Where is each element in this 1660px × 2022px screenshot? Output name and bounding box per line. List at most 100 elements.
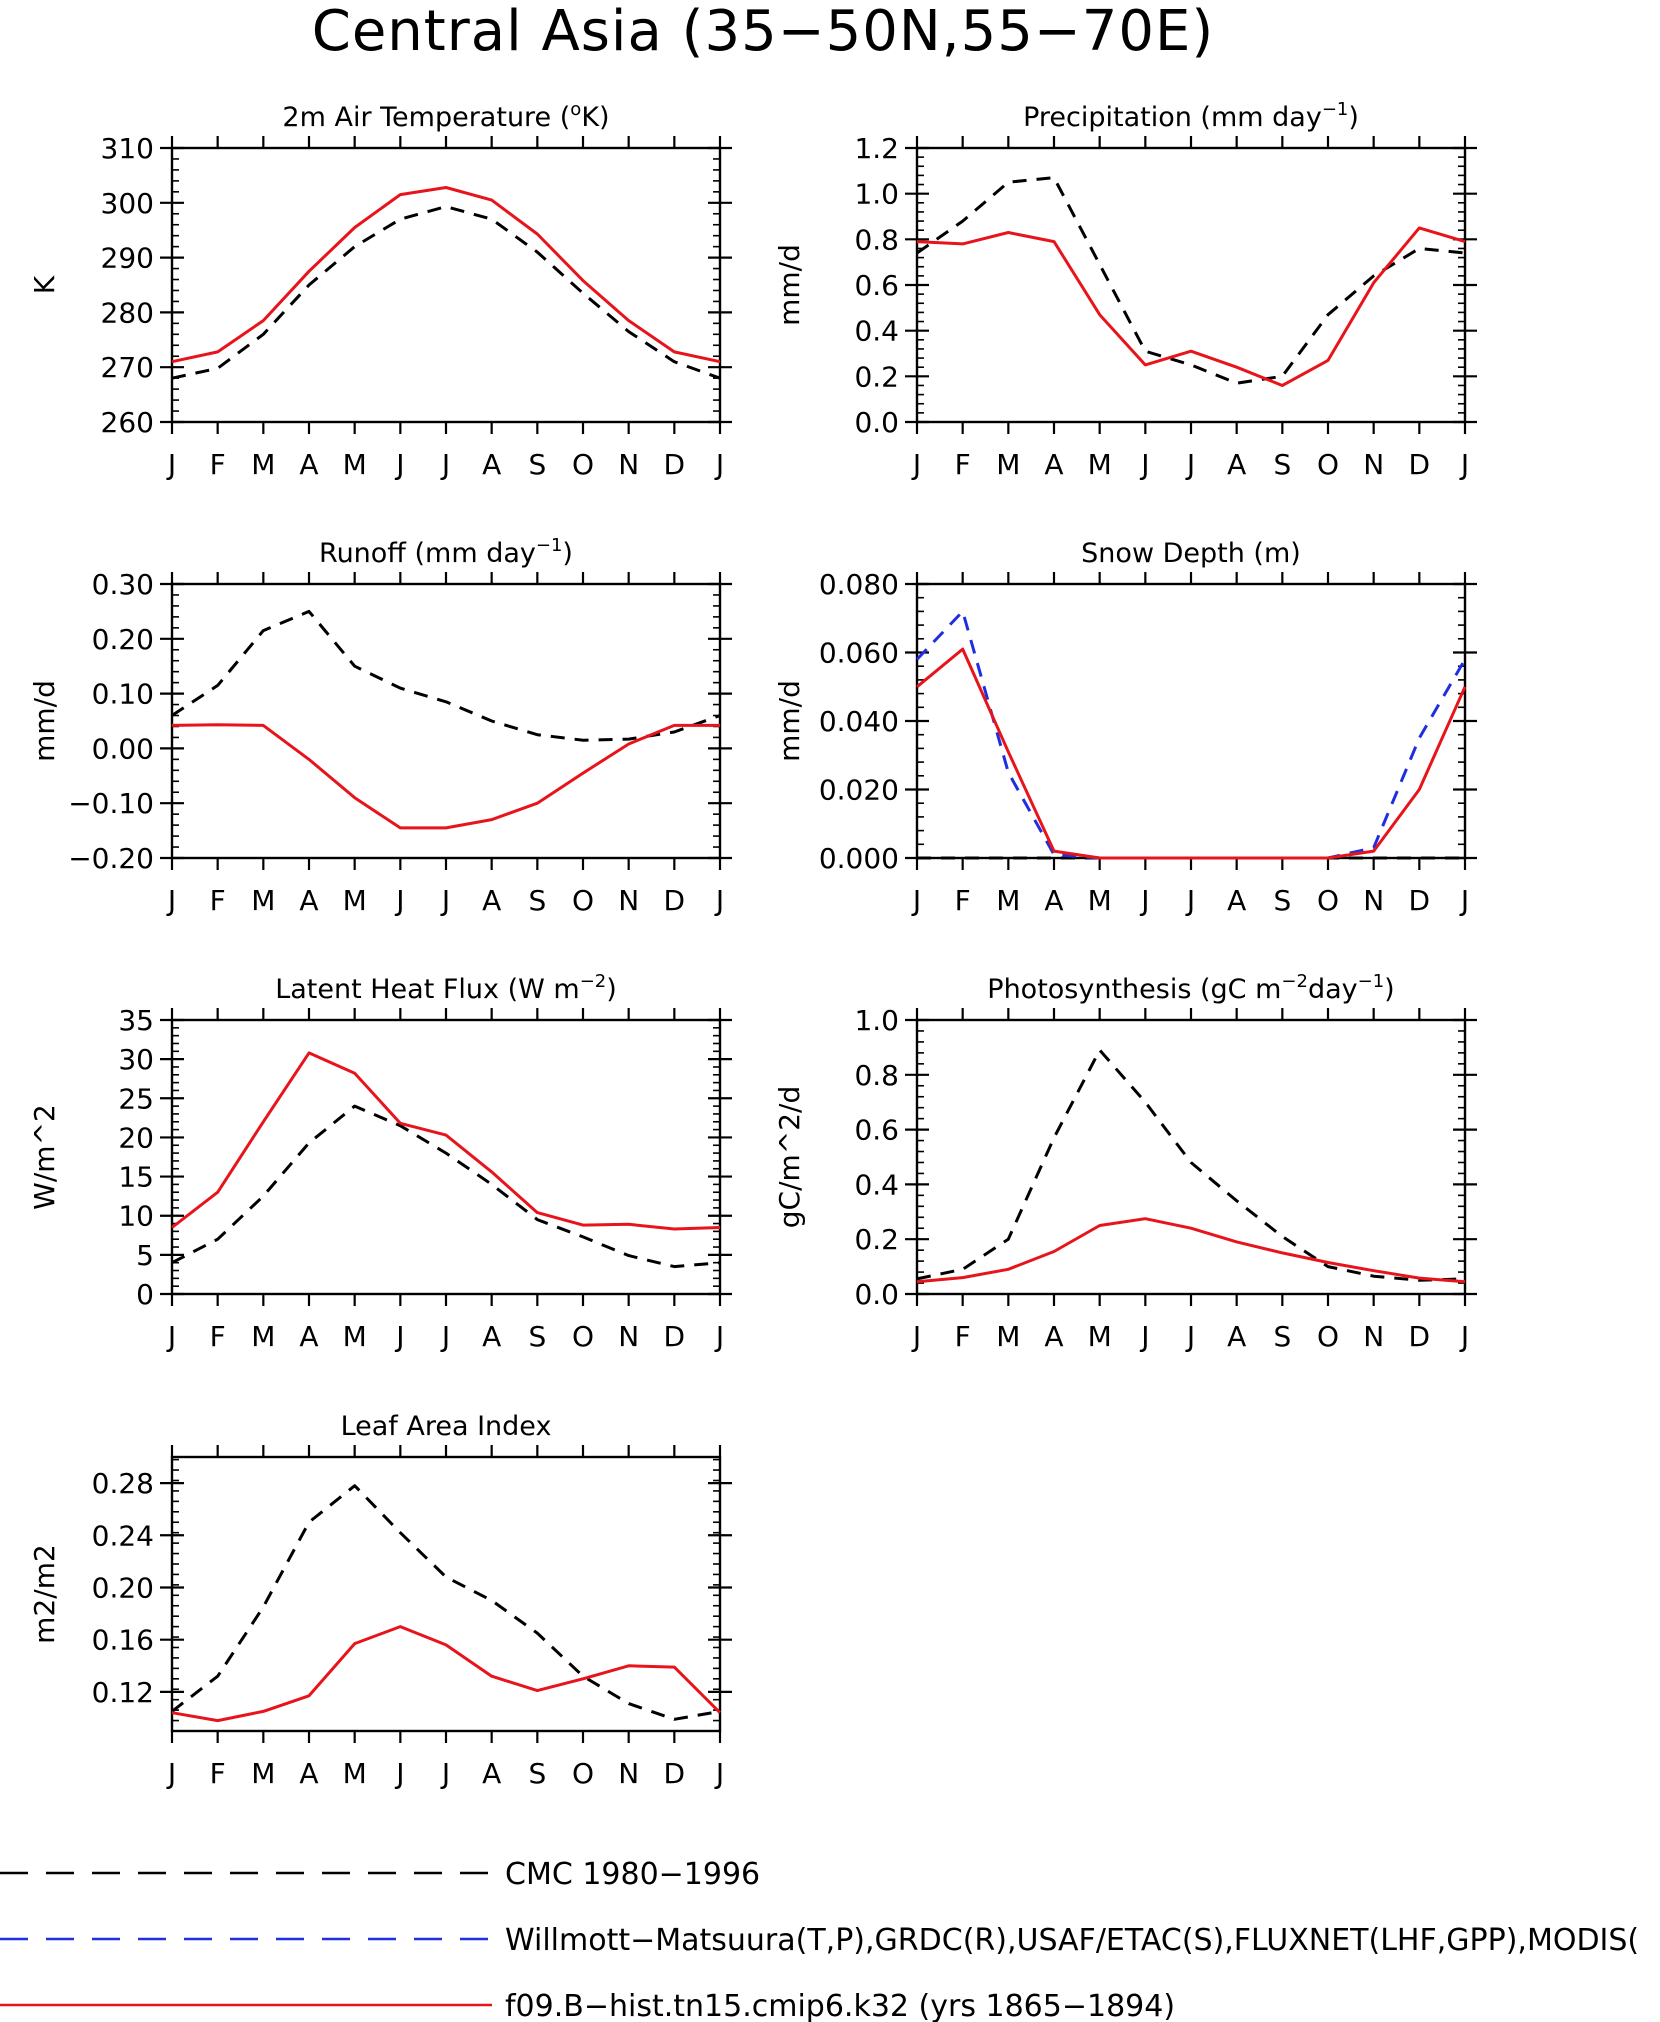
chart-panel-4: Snow Depth (m) 0.000 0.020 0.040 0.060 0.080 J… [773,538,1477,917]
x-tick-label: A [482,1320,501,1353]
title-segment: ) [606,974,617,1005]
x-tick-label: S [528,1320,546,1353]
y-axis-label: gC/m^2/d [773,1086,806,1229]
title-segment: Latent Heat Flux (W m [275,974,580,1005]
x-tick-label: J [440,884,450,917]
title-segment: ) [1348,102,1359,133]
x-tick-label: J [714,1320,724,1353]
x-tick-label: J [1459,884,1469,917]
title-superscript: −2 [580,971,607,992]
title-segment: ) [1384,974,1395,1005]
y-tick-label: 0.6 [854,1114,899,1147]
x-tick-label: A [482,448,501,481]
y-axis-label: K [28,275,61,294]
x-tick-label: O [1317,884,1339,917]
title-segment: Photosynthesis (gC m [987,974,1281,1005]
y-tick-label: 0.6 [854,269,899,302]
x-tick-label: F [210,884,226,917]
y-tick-label: 300 [101,187,154,220]
y-tick-label: 0.12 [92,1676,154,1709]
x-tick-label: M [251,448,275,481]
x-tick-label: J [1185,448,1195,481]
chart-panel-1: 2m Air Temperature (oK) 260 270 280 290 300 31… [28,99,732,481]
y-tick-label: 1.0 [854,178,899,211]
y-tick-label: 0.0 [854,406,899,439]
x-tick-label: N [618,884,639,917]
series-line-1 [916,176,1466,385]
x-tick-label: M [1088,448,1112,481]
x-tick-label: O [572,1320,594,1353]
x-tick-label: O [1317,448,1339,481]
x-tick-label: D [664,1320,686,1353]
plot-frame [170,146,722,424]
x-tick-label: N [1363,448,1384,481]
x-tick-label: M [251,1320,275,1353]
x-tick-label: S [528,884,546,917]
plot-frame [170,582,722,860]
series-line-2 [916,226,1466,387]
y-axis-label: mm/d [28,680,61,762]
y-tick-label: 0.080 [819,568,899,601]
legend-label-1: CMC 1980−1996 [505,1857,760,1892]
x-tick-label: N [1363,884,1384,917]
chart-panel-5: Latent Heat Flux (W m−2) 0 5 10 15 20 25 30 35 J F… [28,971,732,1353]
y-tick-label: 35 [118,1004,154,1037]
x-tick-label: A [1227,1320,1246,1353]
x-tick-label: A [1044,884,1063,917]
x-tick-label: D [1409,1320,1431,1353]
title-superscript: −2 [1281,971,1308,992]
title-segment: 2m Air Temperature ( [282,102,570,133]
y-tick-label: 1.0 [854,1004,899,1037]
panel-title: Latent Heat Flux (W m−2) [275,971,617,1005]
x-tick-label: F [955,448,971,481]
y-tick-label: 0.020 [819,774,899,807]
y-tick-label: −0.10 [68,787,154,820]
x-tick-label: A [299,448,318,481]
title-superscript: −1 [536,535,563,556]
x-tick-label: J [1459,448,1469,481]
legend: CMC 1980−1996 Willmott−Matsuura(T,P),GRDC… [0,1857,1639,2022]
x-tick-label: O [1317,1320,1339,1353]
y-tick-label: 0.060 [819,637,899,670]
y-tick-label: 1.2 [854,132,899,165]
x-tick-label: M [996,448,1020,481]
y-tick-label: 270 [101,351,154,384]
panel-title: Precipitation (mm day−1) [1023,99,1359,133]
x-tick-label: M [996,884,1020,917]
y-tick-label: 260 [101,406,154,439]
x-tick-label: A [299,884,318,917]
x-tick-label: J [166,884,176,917]
x-tick-label: M [343,448,367,481]
title-segment: day [1308,974,1358,1005]
x-tick-label: J [911,884,921,917]
y-tick-label: 0.10 [92,678,154,711]
x-tick-label: M [996,1320,1020,1353]
title-superscript: −1 [1358,971,1385,992]
x-tick-label: O [572,1757,594,1790]
x-tick-label: F [210,1320,226,1353]
x-tick-label: F [210,448,226,481]
y-axis-label: W/m^2 [28,1104,61,1210]
x-tick-label: J [166,448,176,481]
x-tick-label: J [1185,884,1195,917]
y-tick-label: 0.30 [92,568,154,601]
title-segment: ) [562,538,573,569]
y-tick-label: 0.4 [854,1168,899,1201]
series-line-2 [171,723,720,830]
plot-frame [915,1018,1467,1296]
y-tick-label: 0.0 [854,1278,899,1311]
x-tick-label: F [210,1757,226,1790]
x-tick-label: J [166,1757,176,1790]
x-tick-label: D [1409,448,1431,481]
x-tick-label: N [618,1757,639,1790]
x-tick-label: A [1227,884,1246,917]
x-tick-label: J [911,448,921,481]
plot-frame [170,1455,722,1733]
y-tick-label: 30 [118,1043,154,1076]
chart-panels: 2m Air Temperature (oK)26027028029030031… [28,99,1477,1790]
x-tick-label: D [664,884,686,917]
x-tick-label: M [343,1757,367,1790]
x-tick-label: M [343,1320,367,1353]
